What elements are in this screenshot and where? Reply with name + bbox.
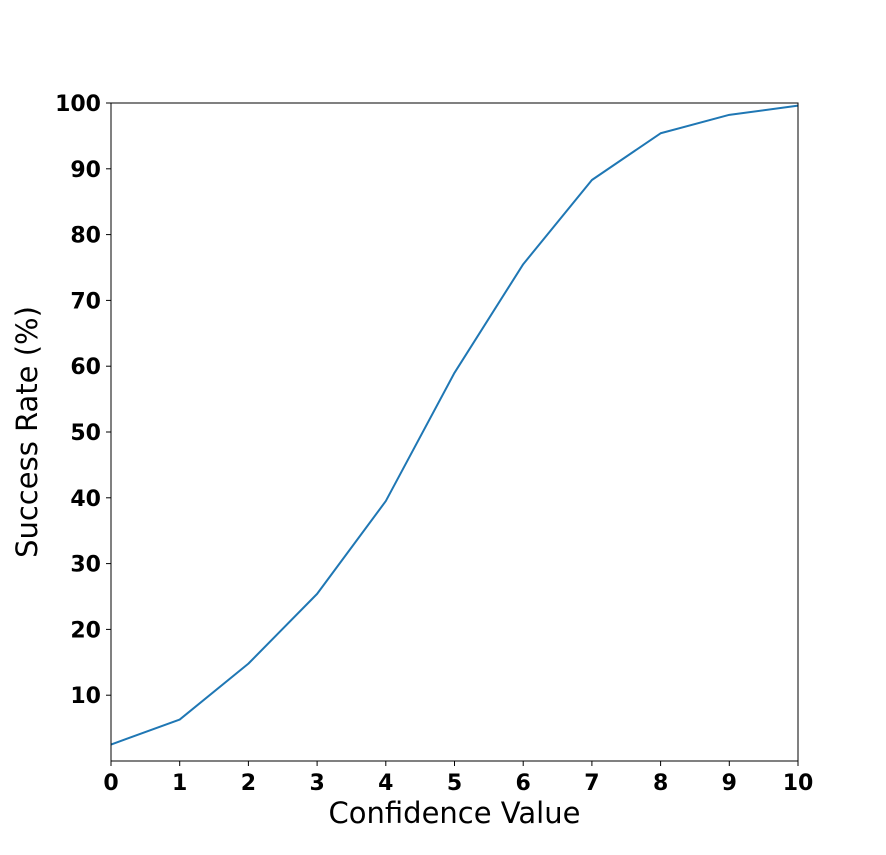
y-tick-label: 80	[70, 224, 101, 249]
y-tick-label: 30	[70, 553, 101, 578]
plot-area	[111, 103, 798, 761]
x-tick-label: 3	[309, 771, 324, 796]
x-axis-ticks: 0 1 2 3 4 5 6 7 8 9 10	[103, 761, 813, 796]
plot-frame	[110, 102, 799, 762]
y-tick-label: 50	[70, 421, 101, 446]
y-tick-label: 40	[70, 487, 101, 512]
x-tick-label: 10	[783, 771, 814, 796]
x-tick-label: 6	[516, 771, 531, 796]
y-tick-label: 100	[55, 92, 101, 117]
y-axis-title: Success Rate (%)	[10, 306, 44, 558]
series-layer	[110, 104, 799, 746]
y-tick-label: 60	[70, 355, 101, 380]
y-tick-label: 20	[70, 618, 101, 643]
series-line	[110, 104, 799, 746]
x-tick-label: 5	[447, 771, 462, 796]
x-tick-label: 8	[653, 771, 668, 796]
x-axis-title: Confidence Value	[329, 796, 581, 830]
x-tick-label: 1	[172, 771, 187, 796]
x-tick-label: 4	[378, 771, 393, 796]
x-tick-label: 0	[103, 771, 118, 796]
y-tick-label: 70	[70, 289, 101, 314]
y-axis-ticks: 10 20 30 40 50 60 70 80 90 100	[55, 92, 111, 709]
x-tick-label: 2	[241, 771, 256, 796]
x-tick-label: 7	[584, 771, 599, 796]
y-tick-label: 10	[70, 684, 101, 709]
y-tick-label: 90	[70, 158, 101, 183]
x-tick-label: 9	[722, 771, 737, 796]
